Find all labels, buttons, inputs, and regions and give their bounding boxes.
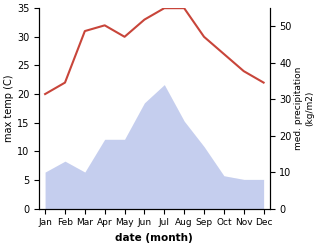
X-axis label: date (month): date (month) — [115, 233, 193, 243]
Y-axis label: med. precipitation
(kg/m2): med. precipitation (kg/m2) — [294, 67, 314, 150]
Y-axis label: max temp (C): max temp (C) — [4, 75, 14, 142]
